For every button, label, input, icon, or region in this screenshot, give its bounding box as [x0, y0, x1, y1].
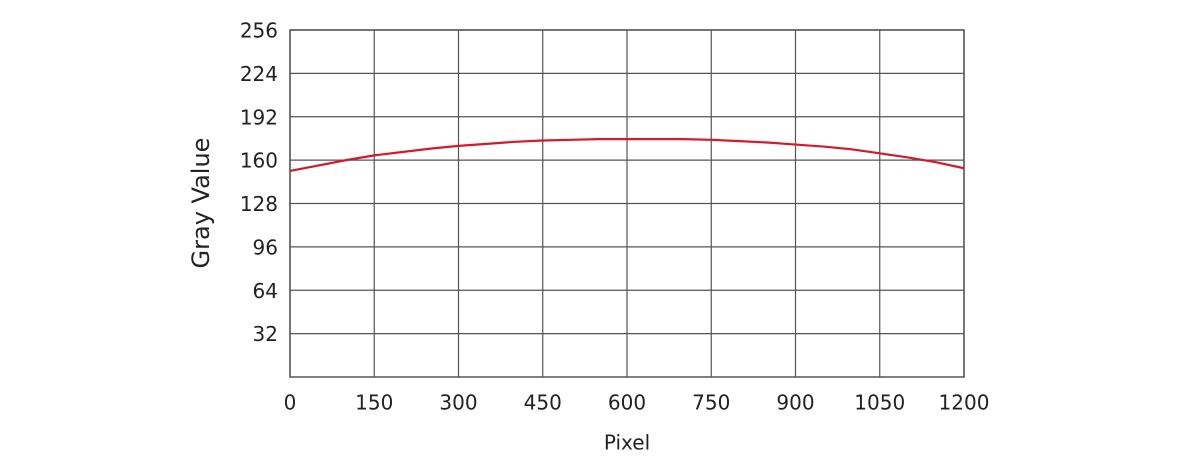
- y-tick-label: 224: [240, 62, 278, 86]
- y-tick-label: 32: [253, 322, 278, 346]
- x-tick-label: 1050: [854, 391, 905, 415]
- x-tick-label: 750: [692, 391, 730, 415]
- x-tick-label: 450: [524, 391, 562, 415]
- y-tick-label: 160: [240, 149, 278, 173]
- y-tick-label: 96: [253, 235, 278, 259]
- y-tick-label: 128: [240, 192, 278, 216]
- x-tick-label: 1200: [939, 391, 990, 415]
- x-tick-label: 300: [439, 391, 477, 415]
- y-tick-label: 192: [240, 105, 278, 129]
- x-tick-label: 0: [284, 391, 297, 415]
- x-axis-label: Pixel: [604, 431, 650, 455]
- y-tick-label: 64: [253, 279, 278, 303]
- y-axis-label: Gray Value: [187, 138, 215, 269]
- data-line: [289, 138, 965, 173]
- y-tick-label: 256: [240, 19, 278, 43]
- x-tick-label: 900: [776, 391, 814, 415]
- x-tick-label: 600: [608, 391, 646, 415]
- x-tick-label: 150: [355, 391, 393, 415]
